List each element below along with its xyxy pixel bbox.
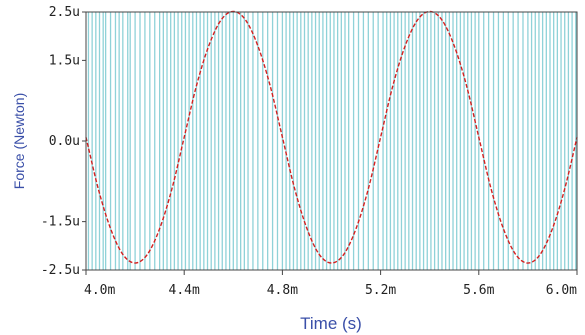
- force-sine-series: [85, 10, 578, 264]
- y-axis-title: Force (Newton): [11, 93, 27, 189]
- y-tick-label-2: 0.0u: [49, 134, 80, 149]
- x-tick-label-4: 5.6m: [463, 283, 494, 298]
- pulse-series: [87, 12, 577, 270]
- x-axis-title: Time (s): [300, 314, 362, 333]
- y-tick-label-1: 1.5u: [49, 53, 80, 68]
- y-axis: 2.5u 1.5u 0.0u -1.5u -2.5u: [41, 5, 86, 278]
- y-tick-label-4: -2.5u: [41, 263, 80, 278]
- y-tick-label-3: -1.5u: [41, 215, 80, 230]
- x-tick-label-2: 4.8m: [267, 283, 298, 298]
- x-tick-label-5: 6.0m: [546, 283, 577, 298]
- x-tick-label-3: 5.2m: [365, 283, 396, 298]
- y-tick-label-0: 2.5u: [49, 5, 80, 20]
- x-tick-label-1: 4.4m: [169, 283, 200, 298]
- x-tick-label-0: 4.0m: [84, 283, 115, 298]
- x-axis: 4.0m 4.4m 4.8m 5.2m 5.6m 6.0m: [84, 270, 578, 298]
